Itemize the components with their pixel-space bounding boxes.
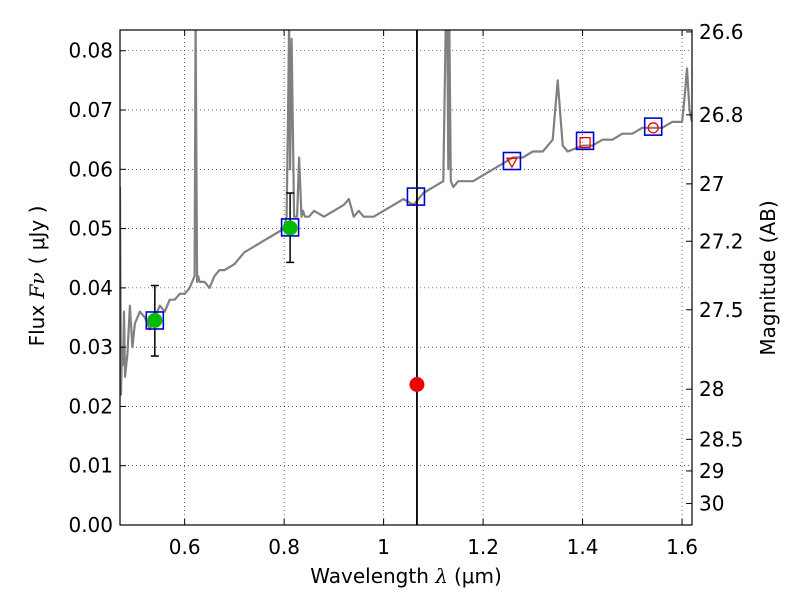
- y-axis-ticks: 0.00 0.01 0.02 0.03 0.04 0.05 0.06 0.07 0.08: [68, 39, 126, 537]
- spectrum-line: [120, 30, 692, 396]
- x-tick-label: 1: [377, 535, 390, 559]
- dropout-point: [409, 377, 425, 393]
- x-tick-label: 1.2: [467, 535, 499, 559]
- y2-tick-label: 27.2: [699, 229, 744, 253]
- y-tick-label: 0.02: [68, 394, 113, 418]
- observed-point: [282, 220, 298, 236]
- model-box: [280, 218, 300, 237]
- y2-tick-label: 28: [699, 377, 724, 401]
- x-axis-label-prefix: Wavelength: [310, 564, 435, 588]
- model-marker: [579, 136, 591, 149]
- plot-area: [120, 30, 692, 525]
- x-tick-label: 0.8: [268, 535, 300, 559]
- model-box: [145, 311, 165, 330]
- x-axis-label-units: (μm): [454, 564, 502, 588]
- y-axis-label-prefix: Flux: [25, 298, 49, 346]
- y-tick-label: 0.06: [68, 157, 113, 181]
- y-tick-label: 0.05: [68, 217, 113, 241]
- y-axis-label-symbol: Fν: [25, 272, 49, 299]
- y-tick-label: 0.00: [68, 513, 113, 537]
- x-tick-label: 1.4: [567, 535, 599, 559]
- y-tick-label: 0.01: [68, 454, 113, 478]
- model-marker: [647, 122, 659, 134]
- y-tick-label: 0.07: [68, 98, 113, 122]
- y2-axis-label: Magnitude (AB): [756, 200, 780, 355]
- model-box: [575, 131, 595, 151]
- y2-tick-label: 27: [699, 172, 724, 196]
- y2-axis-ticks: 26.6 26.8 27 27.2 27.5 28 28.5 29 30: [686, 20, 744, 515]
- x-axis-ticks: 0.6 0.8 1 1.2 1.4 1.6: [169, 30, 698, 559]
- y-tick-label: 0.08: [68, 39, 113, 63]
- x-tick-label: 1.6: [666, 535, 698, 559]
- y2-tick-label: 27.5: [699, 298, 744, 322]
- model-box: [502, 151, 522, 171]
- x-axis-label-symbol: λ: [434, 564, 448, 588]
- model-box: [643, 117, 663, 136]
- model-box: [406, 187, 426, 206]
- x-axis-label: Wavelength λ (μm): [310, 564, 502, 588]
- plot-frame: [119, 29, 693, 526]
- observed-point: [147, 312, 163, 328]
- y-tick-label: 0.04: [68, 276, 113, 300]
- y-axis-label-units: ( μJy ): [25, 206, 49, 265]
- grid-lines: [120, 30, 692, 526]
- y-axis-label: Flux Fν ( μJy ): [25, 206, 49, 347]
- y2-tick-label: 26.8: [699, 103, 744, 127]
- x-tick-label: 0.6: [169, 535, 201, 559]
- y-tick-label: 0.03: [68, 335, 113, 359]
- y2-tick-label: 26.6: [699, 20, 744, 44]
- model-marker: [505, 157, 519, 169]
- y2-tick-label: 29: [699, 459, 724, 483]
- y2-tick-label: 30: [699, 491, 724, 515]
- y2-tick-label: 28.5: [699, 427, 744, 451]
